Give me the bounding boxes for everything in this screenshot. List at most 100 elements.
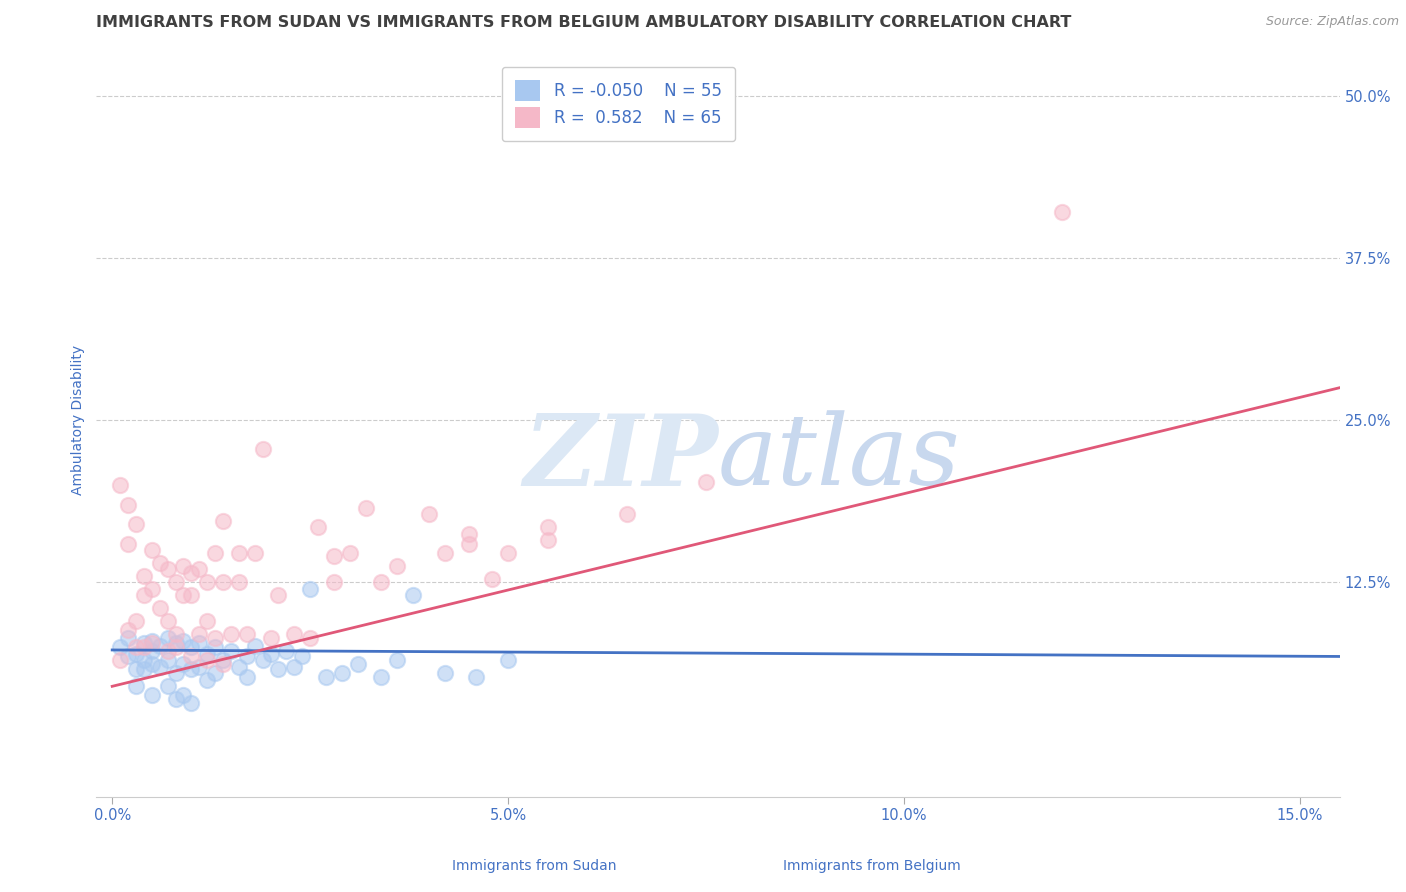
Point [156,679,179,693]
Point [149,556,172,570]
Point [283,660,305,674]
Point [219,627,242,641]
Point [132,662,155,676]
Point [252,442,274,456]
Point [125,615,148,629]
Point [339,546,361,560]
Point [236,670,259,684]
Point [149,639,172,653]
Point [228,575,250,590]
Point [212,575,235,590]
Point [276,644,298,658]
Point [141,543,163,558]
Point [236,649,259,664]
Point [125,662,148,676]
Point [132,640,155,655]
Point [165,636,187,650]
Legend: R = -0.050    N = 55, R =  0.582    N = 65: R = -0.050 N = 55, R = 0.582 N = 65 [502,67,735,141]
Point [165,627,187,641]
Point [141,689,163,703]
Text: atlas: atlas [718,410,960,506]
Point [212,653,235,667]
Point [204,640,226,655]
Point [267,662,290,676]
Point [236,627,259,641]
Point [370,575,392,590]
Point [172,689,194,703]
Point [283,627,305,641]
Point [156,644,179,658]
Point [180,696,202,710]
Point [299,582,322,596]
Point [108,653,131,667]
Point [195,575,218,590]
Point [433,546,456,560]
Point [132,569,155,583]
Point [149,601,172,615]
Point [180,649,202,664]
Point [695,475,717,490]
Point [402,589,425,603]
Point [141,582,163,596]
Point [117,498,139,512]
Point [212,657,235,672]
Point [117,649,139,664]
Point [132,653,155,667]
Point [616,507,638,521]
Point [212,515,235,529]
Point [204,546,226,560]
Point [228,546,250,560]
Point [195,653,218,667]
Point [259,632,281,646]
Point [354,501,377,516]
Point [180,589,202,603]
Point [195,615,218,629]
Point [172,589,194,603]
Point [267,589,290,603]
Text: Source: ZipAtlas.com: Source: ZipAtlas.com [1265,15,1399,28]
Point [387,558,409,573]
Point [252,653,274,667]
Point [243,546,266,560]
Point [204,666,226,681]
Point [156,653,179,667]
Point [322,575,344,590]
Point [180,662,202,676]
Point [132,589,155,603]
Point [165,692,187,706]
Point [180,640,202,655]
Point [1052,205,1074,219]
Point [195,647,218,661]
Point [180,566,202,581]
Point [117,624,139,638]
Point [496,653,519,667]
Point [188,627,211,641]
Point [346,657,368,672]
Point [172,633,194,648]
Point [125,516,148,531]
Text: IMMIGRANTS FROM SUDAN VS IMMIGRANTS FROM BELGIUM AMBULATORY DISABILITY CORRELATI: IMMIGRANTS FROM SUDAN VS IMMIGRANTS FROM… [97,15,1071,30]
Point [156,562,179,576]
Point [243,639,266,653]
Point [172,657,194,672]
Point [117,536,139,550]
Point [219,644,242,658]
Point [299,632,322,646]
Point [156,632,179,646]
Point [291,649,314,664]
Point [117,632,139,646]
Point [322,549,344,564]
Point [496,546,519,560]
Point [370,670,392,684]
Point [315,670,337,684]
Point [141,633,163,648]
Text: ZIP: ZIP [523,409,718,506]
Point [125,679,148,693]
Text: Immigrants from Belgium: Immigrants from Belgium [783,859,960,872]
Point [228,660,250,674]
Text: Immigrants from Sudan: Immigrants from Sudan [453,859,616,872]
Point [204,632,226,646]
Y-axis label: Ambulatory Disability: Ambulatory Disability [72,345,86,495]
Point [188,660,211,674]
Point [141,644,163,658]
